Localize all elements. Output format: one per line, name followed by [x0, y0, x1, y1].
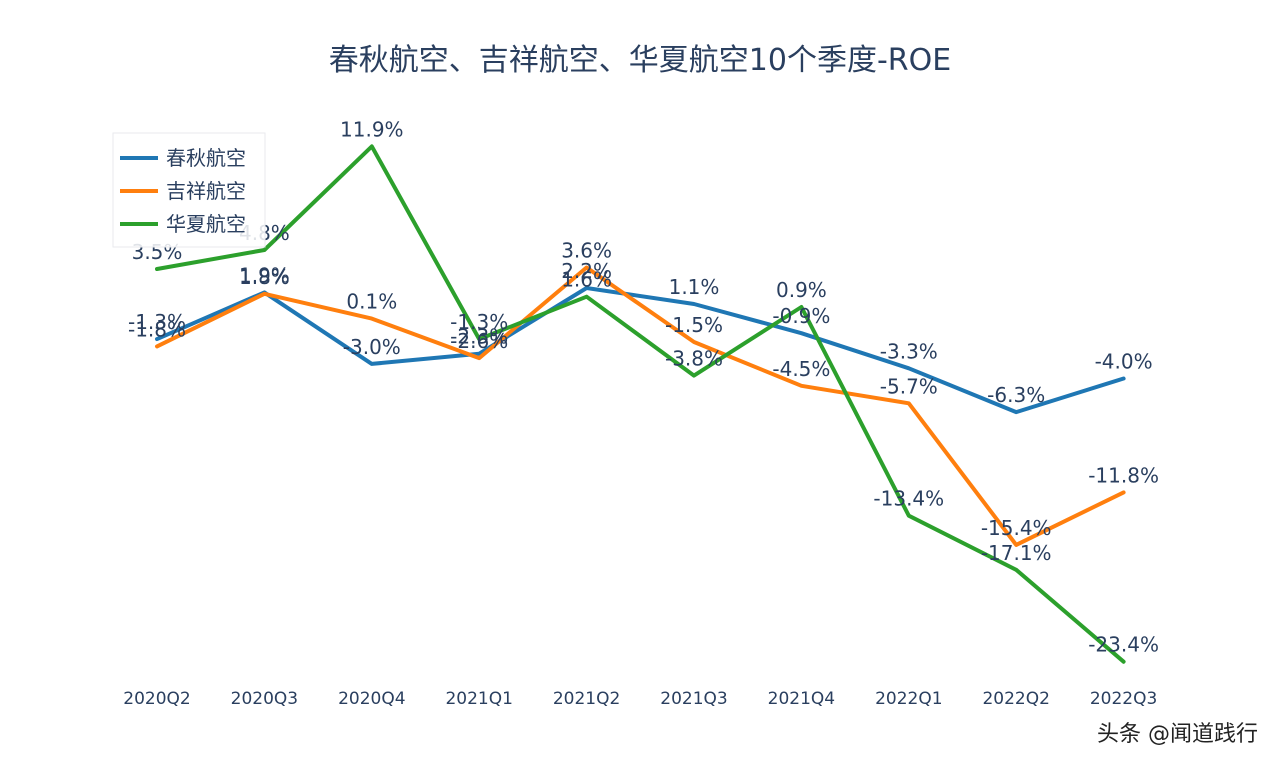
data-label: -4.5% [772, 357, 830, 381]
data-label: -1.3% [128, 310, 186, 334]
x-axis-ticks: 2020Q2 2020Q3 2020Q4 2021Q1 2021Q2 2021Q3 2021… [123, 689, 1157, 709]
data-label: -1.3% [450, 310, 508, 334]
series-line [155, 265, 1126, 547]
watermark: 头条 @闻道践行 [1097, 722, 1258, 747]
legend-item-label[interactable]: 华夏航空 [166, 212, 246, 236]
data-label: -15.4% [981, 516, 1052, 540]
x-tick-label: 2022Q1 [875, 689, 942, 709]
x-tick-label: 2022Q2 [982, 689, 1049, 709]
data-label: 1.9% [239, 263, 290, 287]
data-label: -2.6% [450, 329, 508, 353]
x-tick-label: 2021Q2 [553, 689, 620, 709]
data-label: -6.3% [987, 383, 1045, 407]
data-labels: -1.3% 1.9% -3.0% -2.3% 2.2% 1.1% -0.9% -3.3% -6.… [128, 117, 1159, 656]
x-tick-label: 2021Q1 [445, 689, 512, 709]
chart-title: 春秋航空、吉祥航空、华夏航空10个季度-ROE [329, 43, 951, 78]
data-label: -0.9% [772, 304, 830, 328]
data-label: 0.1% [346, 290, 397, 314]
data-label: 11.9% [340, 117, 404, 141]
data-label: 1.8% [239, 265, 290, 289]
x-tick-label: 2022Q3 [1090, 689, 1157, 709]
legend-item-label[interactable]: 春秋航空 [166, 146, 246, 170]
data-label: -2.3% [450, 325, 508, 349]
data-label: 2.2% [561, 259, 612, 283]
legend-item-label[interactable]: 吉祥航空 [166, 179, 246, 203]
data-label: 1.6% [561, 268, 612, 292]
data-label: -11.8% [1088, 463, 1159, 487]
x-tick-label: 2020Q2 [123, 689, 190, 709]
data-label: -4.0% [1095, 350, 1153, 374]
series-line [155, 286, 1126, 415]
data-label: -3.3% [880, 339, 938, 363]
series-line [155, 144, 1126, 664]
x-tick-label: 2020Q4 [338, 689, 405, 709]
data-label: -1.8% [128, 317, 186, 341]
x-tick-label: 2021Q4 [768, 689, 835, 709]
data-label: -17.1% [981, 541, 1052, 565]
series-lines [155, 144, 1126, 664]
data-label: -13.4% [873, 487, 944, 511]
data-label: 1.1% [669, 275, 720, 299]
data-label: -3.0% [343, 335, 401, 359]
data-label: 0.9% [776, 278, 827, 302]
data-label: -23.4% [1088, 633, 1159, 657]
data-label: -5.7% [880, 374, 938, 398]
data-label: -1.5% [665, 313, 723, 337]
data-label: 3.6% [561, 239, 612, 263]
data-label: -3.8% [665, 347, 723, 371]
x-tick-label: 2021Q3 [660, 689, 727, 709]
x-tick-label: 2020Q3 [231, 689, 298, 709]
